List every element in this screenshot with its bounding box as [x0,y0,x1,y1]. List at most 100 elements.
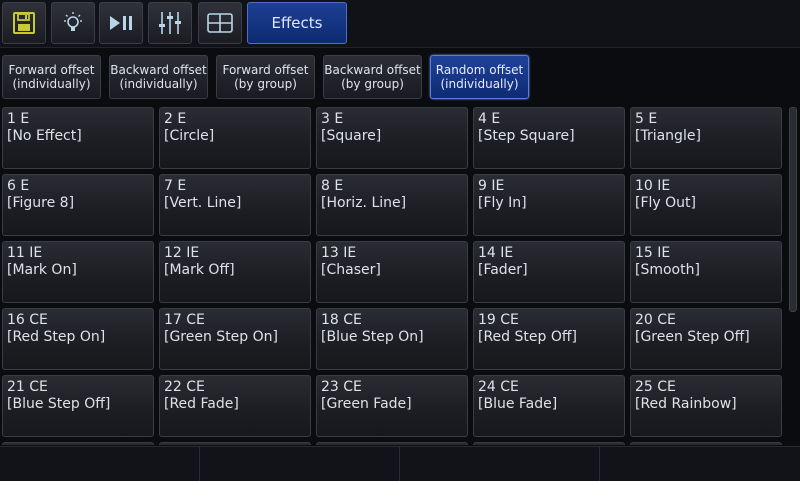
effect-name: [Blue Step On] [321,329,424,345]
effect-name: [Red Fade] [164,396,239,412]
effect-cell[interactable]: 4 E [Step Square] [473,107,625,169]
effect-cell[interactable]: 9 IE [Fly In] [473,174,625,236]
effect-name: [Green Step On] [164,329,278,345]
effect-id: 7 E [164,178,187,194]
effect-id: 25 CE [635,379,676,395]
effect-cell-partial[interactable] [159,442,311,445]
effect-cell-partial[interactable] [2,442,154,445]
effects-tab[interactable]: Effects [247,2,347,44]
effect-name: [Smooth] [635,262,700,278]
offset-label-line2: (by group) [234,77,297,91]
offset-label-line2: (individually) [12,77,91,91]
effect-cell[interactable]: 2 E [Circle] [159,107,311,169]
effects-grid: 1 E [No Effect] 2 E [Circle] 3 E [Square] 4… [0,105,786,445]
effect-id: 21 CE [7,379,48,395]
effect-name: [Red Step On] [7,329,106,345]
bottom-segment[interactable] [200,447,400,481]
effect-id: 8 E [321,178,344,194]
effect-cell-partial[interactable] [473,442,625,445]
effect-name: [Triangle] [635,128,701,144]
offset-backward-by-group-button[interactable]: Backward offset (by group) [323,55,422,99]
effect-cell[interactable]: 23 CE [Green Fade] [316,375,468,437]
effect-cell[interactable]: 3 E [Square] [316,107,468,169]
play-pause-button[interactable] [99,2,143,44]
effect-cell[interactable]: 6 E [Figure 8] [2,174,154,236]
floppy-disk-icon [13,12,35,34]
offset-label-line1: Backward offset [110,63,207,77]
save-button[interactable] [2,2,46,44]
effect-cell[interactable]: 14 IE [Fader] [473,241,625,303]
effect-cell[interactable]: 22 CE [Red Fade] [159,375,311,437]
effects-tab-label: Effects [271,14,323,32]
effect-id: 6 E [7,178,30,194]
offset-label-line1: Backward offset [324,63,421,77]
offset-random-individually-button[interactable]: Random offset (individually) [430,55,529,99]
offset-label-line2: (individually) [119,77,198,91]
offset-label-line1: Forward offset [222,63,309,77]
effect-cell[interactable]: 10 IE [Fly Out] [630,174,782,236]
effect-name: [Red Rainbow] [635,396,737,412]
effect-cell[interactable]: 17 CE [Green Step On] [159,308,311,370]
top-toolbar: Effects [0,0,800,47]
effect-cell[interactable]: 7 E [Vert. Line] [159,174,311,236]
effect-cell[interactable]: 11 IE [Mark On] [2,241,154,303]
effect-id: 13 IE [321,245,357,261]
effect-cell[interactable]: 24 CE [Blue Fade] [473,375,625,437]
effect-name: [Circle] [164,128,215,144]
effect-cell[interactable]: 18 CE [Blue Step On] [316,308,468,370]
effect-id: 22 CE [164,379,205,395]
effect-cell[interactable]: 5 E [Triangle] [630,107,782,169]
effect-name: [Step Square] [478,128,575,144]
effect-cell[interactable]: 19 CE [Red Step Off] [473,308,625,370]
effect-name: [Mark On] [7,262,77,278]
effect-cell[interactable]: 16 CE [Red Step On] [2,308,154,370]
offset-forward-by-group-button[interactable]: Forward offset (by group) [216,55,315,99]
lighting-button[interactable] [51,2,95,44]
effect-cell[interactable]: 20 CE [Green Step Off] [630,308,782,370]
effect-id: 15 IE [635,245,671,261]
sliders-button[interactable] [148,2,192,44]
offset-label-line1: Random offset [435,63,524,77]
effect-cell[interactable]: 15 IE [Smooth] [630,241,782,303]
effect-id: 2 E [164,111,187,127]
bottom-segment[interactable] [0,447,200,481]
layout-button[interactable] [198,2,242,44]
effect-id: 1 E [7,111,30,127]
offset-forward-individually-button[interactable]: Forward offset (individually) [2,55,101,99]
effect-name: [Vert. Line] [164,195,242,211]
effect-name: [Horiz. Line] [321,195,407,211]
lightbulb-icon [64,12,82,31]
effect-cell[interactable]: 21 CE [Blue Step Off] [2,375,154,437]
effect-name: [Fly In] [478,195,527,211]
effect-cell[interactable]: 25 CE [Red Rainbow] [630,375,782,437]
effect-cell-partial[interactable] [316,442,468,445]
effect-name: [Blue Fade] [478,396,558,412]
effect-name: [Fly Out] [635,195,696,211]
effect-name: [Green Step Off] [635,329,750,345]
effect-id: 12 IE [164,245,200,261]
effect-id: 4 E [478,111,501,127]
effect-name: [No Effect] [7,128,82,144]
effect-name: [Chaser] [321,262,381,278]
bottom-segment[interactable] [600,447,800,481]
effect-id: 20 CE [635,312,676,328]
sliders-icon [159,12,181,34]
effect-name: [Fader] [478,262,528,278]
effect-name: [Green Fade] [321,396,412,412]
effect-id: 10 IE [635,178,671,194]
effect-id: 5 E [635,111,658,127]
effect-id: 19 CE [478,312,519,328]
bottom-bar [0,446,800,481]
offset-label-line1: Forward offset [8,63,95,77]
effect-cell[interactable]: 1 E [No Effect] [2,107,154,169]
effect-cell[interactable]: 13 IE [Chaser] [316,241,468,303]
effect-cell[interactable]: 12 IE [Mark Off] [159,241,311,303]
effect-cell[interactable]: 8 E [Horiz. Line] [316,174,468,236]
effect-id: 18 CE [321,312,362,328]
effect-id: 17 CE [164,312,205,328]
toolbar-divider [0,47,800,48]
grid-scrollbar[interactable] [789,107,797,312]
effect-cell-partial[interactable] [630,442,782,445]
offset-backward-individually-button[interactable]: Backward offset (individually) [109,55,208,99]
bottom-segment[interactable] [400,447,600,481]
